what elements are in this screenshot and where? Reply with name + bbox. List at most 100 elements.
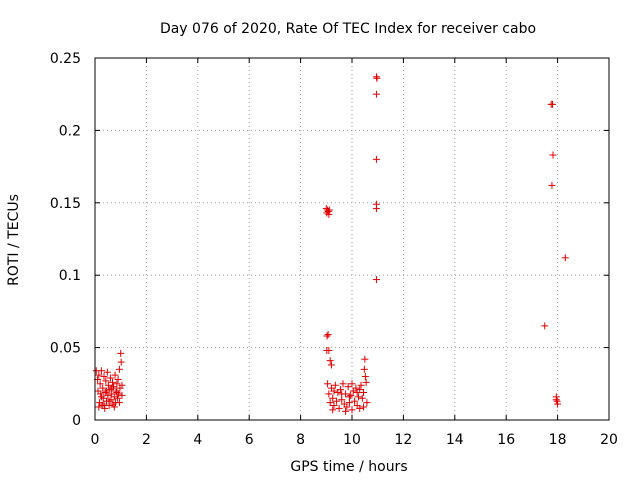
data-point [325, 206, 333, 214]
data-point [336, 386, 344, 394]
data-point [330, 402, 338, 410]
data-point [108, 378, 116, 386]
data-point [561, 254, 569, 262]
y-tick-label: 0.2 [59, 123, 81, 139]
data-point [99, 394, 107, 402]
data-point [114, 375, 122, 383]
data-point [97, 367, 105, 375]
grid-lines [95, 58, 609, 420]
data-point [96, 380, 104, 388]
data-point [97, 390, 105, 398]
y-tick-label: 0 [72, 413, 81, 429]
data-point [554, 400, 562, 408]
x-tick-label: 18 [549, 432, 567, 448]
data-point [103, 368, 111, 376]
data-point [100, 400, 108, 408]
data-point [110, 403, 118, 411]
data-point [114, 394, 122, 402]
data-point [363, 399, 371, 407]
x-tick-label: 20 [600, 432, 618, 448]
x-axis-label: GPS time / hours [290, 459, 407, 475]
data-point [325, 346, 333, 354]
x-tick-label: 12 [394, 432, 412, 448]
data-point [115, 390, 123, 398]
axis-ticks: 0 2 4 6 8 10 12 14 16 18 20 0 0.05 0.1 0.15 0.2 0.25 [50, 51, 618, 448]
data-point [110, 393, 118, 401]
x-tick-label: 2 [142, 432, 151, 448]
data-point [113, 388, 121, 396]
data-point [356, 386, 364, 394]
chart-title: Day 076 of 2020, Rate Of TEC Index for r… [160, 21, 536, 37]
data-point [361, 373, 369, 381]
data-point [372, 205, 380, 213]
data-point [362, 378, 370, 386]
y-tick-label: 0.25 [50, 51, 81, 67]
data-point [324, 207, 332, 215]
data-points [92, 73, 569, 415]
y-tick-label: 0.15 [50, 196, 81, 212]
data-point [342, 407, 350, 415]
data-point [548, 100, 556, 108]
data-point [113, 380, 121, 388]
data-point [118, 391, 126, 399]
data-point [548, 181, 556, 189]
data-point [95, 403, 103, 411]
data-point [372, 90, 380, 98]
data-point [541, 322, 549, 330]
data-point [344, 383, 352, 391]
data-point [351, 397, 359, 405]
data-point [329, 406, 337, 414]
data-point [331, 381, 339, 389]
data-point [356, 404, 364, 412]
data-point [358, 394, 366, 402]
data-point [118, 381, 126, 389]
data-point [110, 383, 118, 391]
data-point [357, 381, 365, 389]
data-point [345, 393, 353, 401]
data-point [348, 380, 356, 388]
data-point [95, 371, 103, 379]
data-point [339, 380, 347, 388]
data-point [102, 377, 110, 385]
data-point [352, 384, 360, 392]
data-point [361, 355, 369, 363]
data-point [107, 396, 115, 404]
data-point [106, 386, 114, 394]
data-point [325, 390, 333, 398]
y-axis-label: ROTI / TECUs [6, 194, 22, 286]
data-point [348, 406, 356, 414]
data-point [101, 404, 109, 412]
data-point [347, 391, 355, 399]
x-tick-label: 8 [296, 432, 305, 448]
data-point [105, 397, 113, 405]
data-point [330, 387, 338, 395]
data-point [111, 371, 119, 379]
data-point [360, 403, 368, 411]
data-point [324, 331, 332, 339]
data-point [324, 380, 332, 388]
x-tick-label: 16 [497, 432, 515, 448]
data-point [549, 151, 557, 159]
data-point [326, 399, 334, 407]
data-point [325, 210, 333, 218]
data-point [104, 391, 112, 399]
data-point [323, 332, 331, 340]
data-point [327, 361, 335, 369]
data-point [108, 384, 116, 392]
x-tick-label: 0 [91, 432, 100, 448]
data-point [335, 404, 343, 412]
data-point [103, 387, 111, 395]
data-point [354, 393, 362, 401]
x-tick-label: 14 [446, 432, 464, 448]
data-point [372, 73, 380, 81]
data-point [326, 357, 334, 365]
data-point [372, 155, 380, 163]
data-point [117, 358, 125, 366]
data-point [117, 349, 125, 357]
data-point [104, 381, 112, 389]
data-point [97, 393, 105, 401]
data-point [115, 365, 123, 373]
data-point [553, 397, 561, 405]
x-tick-label: 4 [193, 432, 202, 448]
